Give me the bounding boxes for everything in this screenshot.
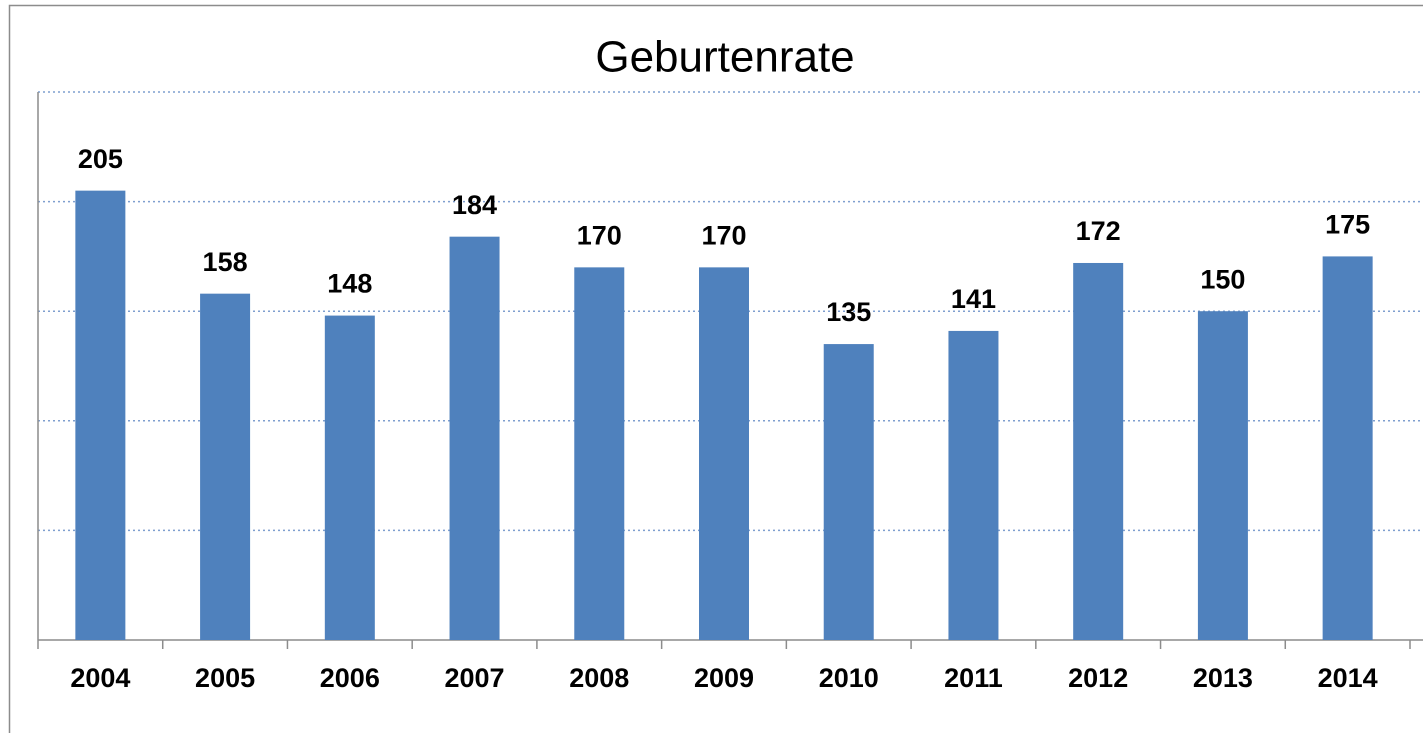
data-label: 158 [203, 247, 248, 277]
data-label: 135 [826, 297, 871, 327]
data-label: 150 [1200, 264, 1245, 294]
x-tick-label: 2009 [694, 663, 754, 693]
x-tick-label: 2008 [569, 663, 629, 693]
bar [823, 344, 874, 640]
x-tick-label: 2007 [445, 663, 505, 693]
data-label: 172 [1076, 216, 1121, 246]
bar [1197, 311, 1248, 640]
x-tick-label: 2014 [1318, 663, 1378, 693]
bar [699, 267, 749, 640]
data-label: 184 [452, 190, 497, 220]
bar [574, 267, 625, 640]
data-label: 170 [701, 220, 746, 250]
bar [1322, 256, 1373, 640]
x-tick-label: 2013 [1193, 663, 1253, 693]
bar [200, 293, 251, 640]
data-label: 170 [577, 220, 622, 250]
x-tick-label: 2004 [70, 663, 130, 693]
data-label: 175 [1325, 210, 1370, 240]
bar [1073, 262, 1124, 640]
data-label: 141 [951, 284, 996, 314]
chart-title: Geburtenrate [595, 33, 854, 82]
x-tick-label: 2006 [320, 663, 380, 693]
bar [449, 236, 500, 640]
bar [948, 330, 999, 640]
data-label: 148 [327, 269, 372, 299]
x-tick-label: 2005 [195, 663, 255, 693]
data-label: 205 [78, 144, 123, 174]
x-tick-label: 2010 [819, 663, 879, 693]
bar [75, 190, 126, 640]
bar [324, 315, 375, 640]
x-tick-label: 2012 [1068, 663, 1128, 693]
x-tick-label: 2011 [944, 663, 1003, 693]
